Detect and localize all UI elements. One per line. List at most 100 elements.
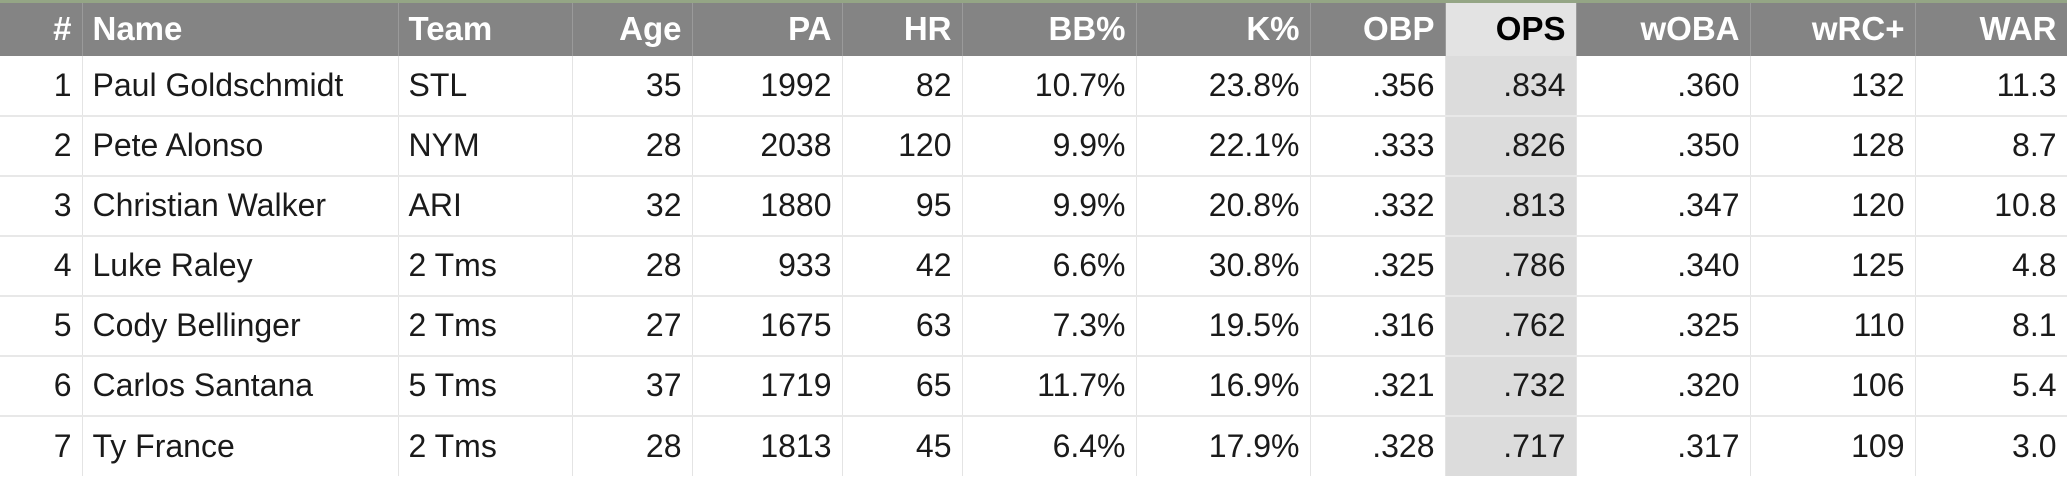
cell-obp: .356 bbox=[1310, 55, 1446, 117]
cell-wrc-plus: 125 bbox=[1750, 235, 1916, 297]
cell-woba: .325 bbox=[1576, 295, 1751, 357]
cell-wrc-plus: 128 bbox=[1750, 115, 1916, 177]
cell-rank: 5 bbox=[0, 295, 83, 357]
header-ops[interactable]: OPS bbox=[1445, 1, 1577, 56]
cell-woba: .360 bbox=[1576, 55, 1751, 117]
cell-hr: 65 bbox=[842, 355, 963, 417]
cell-name[interactable]: Ty France bbox=[82, 415, 399, 476]
cell-k-pct: 16.9% bbox=[1136, 355, 1311, 417]
cell-age: 28 bbox=[572, 415, 693, 476]
cell-ops: .762 bbox=[1445, 295, 1577, 357]
cell-k-pct: 30.8% bbox=[1136, 235, 1311, 297]
cell-age: 37 bbox=[572, 355, 693, 417]
cell-bb-pct: 7.3% bbox=[962, 295, 1137, 357]
cell-obp: .328 bbox=[1310, 415, 1446, 476]
cell-pa: 1719 bbox=[692, 355, 843, 417]
header-row: # Name Team Age PA HR BB% K% OBP OPS wOB… bbox=[0, 1, 2067, 56]
cell-team: 2 Tms bbox=[398, 415, 573, 476]
cell-obp: .333 bbox=[1310, 115, 1446, 177]
cell-war: 3.0 bbox=[1915, 415, 2067, 476]
cell-woba: .320 bbox=[1576, 355, 1751, 417]
cell-age: 28 bbox=[572, 235, 693, 297]
cell-name[interactable]: Paul Goldschmidt bbox=[82, 55, 399, 117]
cell-obp: .325 bbox=[1310, 235, 1446, 297]
cell-bb-pct: 6.4% bbox=[962, 415, 1137, 476]
table-row[interactable]: 4 Luke Raley 2 Tms 28 933 42 6.6% 30.8% .325.786… bbox=[0, 235, 2067, 297]
header-rank[interactable]: # bbox=[0, 1, 83, 56]
cell-wrc-plus: 110 bbox=[1750, 295, 1916, 357]
header-bb-pct[interactable]: BB% bbox=[962, 1, 1137, 56]
cell-rank: 1 bbox=[0, 55, 83, 117]
header-wrc-plus[interactable]: wRC+ bbox=[1750, 1, 1916, 56]
cell-rank: 6 bbox=[0, 355, 83, 417]
table-row[interactable]: 5 Cody Bellinger 2 Tms 27 1675 63 7.3% 19.5% .31… bbox=[0, 295, 2067, 357]
table-row[interactable]: 6 Carlos Santana 5 Tms 37 1719 65 11.7% 16.9% .3… bbox=[0, 355, 2067, 417]
cell-war: 8.1 bbox=[1915, 295, 2067, 357]
cell-team: 2 Tms bbox=[398, 295, 573, 357]
cell-pa: 1813 bbox=[692, 415, 843, 476]
header-woba[interactable]: wOBA bbox=[1576, 1, 1751, 56]
cell-rank: 4 bbox=[0, 235, 83, 297]
cell-obp: .321 bbox=[1310, 355, 1446, 417]
cell-hr: 45 bbox=[842, 415, 963, 476]
header-k-pct[interactable]: K% bbox=[1136, 1, 1311, 56]
cell-bb-pct: 10.7% bbox=[962, 55, 1137, 117]
cell-wrc-plus: 132 bbox=[1750, 55, 1916, 117]
cell-bb-pct: 9.9% bbox=[962, 175, 1137, 237]
cell-k-pct: 22.1% bbox=[1136, 115, 1311, 177]
cell-team: NYM bbox=[398, 115, 573, 177]
cell-wrc-plus: 120 bbox=[1750, 175, 1916, 237]
cell-rank: 7 bbox=[0, 415, 83, 476]
table-row[interactable]: 7 Ty France 2 Tms 28 1813 45 6.4% 17.9% .328.717… bbox=[0, 415, 2067, 476]
cell-pa: 2038 bbox=[692, 115, 843, 177]
cell-team: 2 Tms bbox=[398, 235, 573, 297]
cell-hr: 42 bbox=[842, 235, 963, 297]
cell-bb-pct: 6.6% bbox=[962, 235, 1137, 297]
cell-k-pct: 23.8% bbox=[1136, 55, 1311, 117]
cell-pa: 1992 bbox=[692, 55, 843, 117]
header-hr[interactable]: HR bbox=[842, 1, 963, 56]
table-row[interactable]: 3 Christian Walker ARI 32 1880 95 9.9% 20.8% .33… bbox=[0, 175, 2067, 237]
cell-name[interactable]: Luke Raley bbox=[82, 235, 399, 297]
cell-k-pct: 20.8% bbox=[1136, 175, 1311, 237]
cell-rank: 2 bbox=[0, 115, 83, 177]
cell-age: 27 bbox=[572, 295, 693, 357]
cell-bb-pct: 9.9% bbox=[962, 115, 1137, 177]
header-age[interactable]: Age bbox=[572, 1, 693, 56]
header-pa[interactable]: PA bbox=[692, 1, 843, 56]
header-team[interactable]: Team bbox=[398, 1, 573, 56]
cell-ops: .826 bbox=[1445, 115, 1577, 177]
header-obp[interactable]: OBP bbox=[1310, 1, 1446, 56]
cell-name[interactable]: Christian Walker bbox=[82, 175, 399, 237]
cell-obp: .316 bbox=[1310, 295, 1446, 357]
cell-ops: .717 bbox=[1445, 415, 1577, 476]
cell-pa: 933 bbox=[692, 235, 843, 297]
cell-woba: .347 bbox=[1576, 175, 1751, 237]
cell-age: 35 bbox=[572, 55, 693, 117]
cell-war: 8.7 bbox=[1915, 115, 2067, 177]
cell-woba: .317 bbox=[1576, 415, 1751, 476]
cell-hr: 120 bbox=[842, 115, 963, 177]
cell-name[interactable]: Cody Bellinger bbox=[82, 295, 399, 357]
header-name[interactable]: Name bbox=[82, 1, 399, 56]
table-header: # Name Team Age PA HR BB% K% OBP OPS wOB… bbox=[0, 1, 2067, 56]
header-war[interactable]: WAR bbox=[1915, 1, 2067, 56]
cell-hr: 63 bbox=[842, 295, 963, 357]
cell-war: 5.4 bbox=[1915, 355, 2067, 417]
cell-woba: .340 bbox=[1576, 235, 1751, 297]
cell-age: 28 bbox=[572, 115, 693, 177]
cell-hr: 95 bbox=[842, 175, 963, 237]
cell-wrc-plus: 106 bbox=[1750, 355, 1916, 417]
cell-k-pct: 19.5% bbox=[1136, 295, 1311, 357]
cell-ops: .786 bbox=[1445, 235, 1577, 297]
cell-name[interactable]: Carlos Santana bbox=[82, 355, 399, 417]
cell-k-pct: 17.9% bbox=[1136, 415, 1311, 476]
table-row[interactable]: 1 Paul Goldschmidt STL 35 1992 82 10.7% 23.8% .3… bbox=[0, 55, 2067, 117]
cell-name[interactable]: Pete Alonso bbox=[82, 115, 399, 177]
cell-pa: 1675 bbox=[692, 295, 843, 357]
table-row[interactable]: 2 Pete Alonso NYM 28 2038 120 9.9% 22.1% .333.82… bbox=[0, 115, 2067, 177]
cell-team: 5 Tms bbox=[398, 355, 573, 417]
cell-hr: 82 bbox=[842, 55, 963, 117]
cell-age: 32 bbox=[572, 175, 693, 237]
